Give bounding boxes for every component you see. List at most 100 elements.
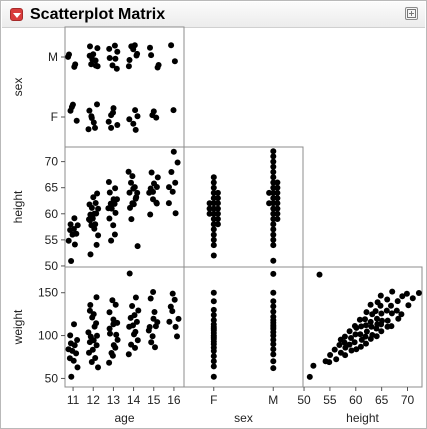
point-weight-vs-age (93, 320, 100, 327)
y-tick-label-height: 65 (45, 181, 59, 195)
point-height-vs-sex (274, 210, 281, 217)
point-weight-vs-age (95, 364, 101, 371)
point-height-vs-age (154, 174, 161, 181)
point-weight-vs-sex (270, 346, 277, 353)
point-weight-vs-height (362, 333, 369, 340)
point-weight-vs-age (152, 344, 158, 351)
point-weight-vs-sex (210, 298, 217, 305)
point-height-vs-age (112, 185, 119, 192)
point-height-vs-age (170, 148, 177, 155)
point-weight-vs-sex (210, 358, 217, 365)
point-weight-vs-height (403, 290, 410, 297)
y-tick-label-weight: 100 (38, 329, 58, 343)
point-sex-vs-age (108, 124, 115, 131)
point-height-vs-age (147, 185, 154, 192)
point-height-vs-sex (270, 169, 277, 175)
point-weight-vs-height (383, 307, 390, 314)
point-height-vs-sex (274, 179, 281, 186)
point-sex-vs-age (86, 107, 93, 114)
point-sex-vs-age (112, 55, 119, 62)
point-weight-vs-height (378, 310, 385, 317)
point-sex-vs-age (111, 42, 118, 49)
point-sex-vs-age (106, 55, 113, 61)
point-height-vs-age (106, 189, 113, 196)
point-height-vs-age (129, 200, 136, 207)
point-height-vs-age (134, 189, 141, 196)
point-sex-vs-age (92, 124, 98, 131)
x-tick-label-height: 50 (297, 393, 311, 407)
point-height-vs-sex (206, 200, 213, 207)
point-weight-vs-height (358, 323, 365, 330)
point-height-vs-sex (266, 189, 273, 196)
point-weight-vs-height (326, 359, 333, 366)
point-weight-vs-sex (270, 358, 277, 365)
collapse-box-icon[interactable] (405, 7, 418, 20)
point-weight-vs-age (147, 295, 154, 302)
point-weight-vs-age (134, 337, 141, 344)
point-sex-vs-age (134, 113, 141, 120)
point-weight-vs-age (106, 359, 113, 366)
point-height-vs-age (129, 173, 136, 180)
point-weight-vs-height (342, 344, 349, 351)
point-weight-vs-age (112, 301, 119, 308)
point-weight-vs-height (409, 295, 416, 302)
point-weight-vs-age (107, 330, 113, 337)
point-sex-vs-age (89, 56, 96, 63)
point-weight-vs-height (379, 317, 385, 324)
point-height-vs-age (132, 195, 139, 202)
point-height-vs-age (111, 231, 118, 238)
point-weight-vs-height (372, 308, 379, 315)
point-height-vs-sex (270, 179, 277, 186)
point-height-vs-sex (210, 231, 217, 238)
point-weight-vs-age (66, 355, 73, 362)
point-height-vs-age (126, 189, 133, 196)
point-height-vs-age (112, 209, 119, 216)
point-height-vs-sex (214, 200, 221, 207)
point-height-vs-sex (214, 221, 221, 228)
point-weight-vs-age (94, 332, 100, 339)
point-sex-vs-age (114, 122, 121, 128)
point-weight-vs-age (135, 307, 142, 314)
point-sex-vs-age (147, 44, 153, 51)
point-weight-vs-sex (270, 289, 277, 296)
point-height-vs-sex (266, 200, 273, 207)
point-weight-vs-height (389, 288, 396, 295)
point-weight-vs-sex (270, 270, 277, 277)
point-height-vs-sex (270, 205, 277, 212)
x-axis-label-height: height (346, 411, 379, 425)
point-height-vs-age (107, 200, 114, 207)
point-height-vs-age (147, 211, 154, 218)
y-tick-label-weight: 50 (45, 371, 59, 385)
point-weight-vs-age (110, 316, 117, 323)
x-tick-label-age: 14 (127, 393, 141, 407)
point-weight-vs-height (367, 318, 374, 325)
point-weight-vs-sex (210, 321, 217, 328)
point-height-vs-age (95, 232, 102, 239)
point-height-vs-age (93, 241, 100, 248)
x-tick-label-sex: F (210, 393, 217, 407)
x-tick-label-height: 65 (375, 393, 389, 407)
point-height-vs-sex (214, 216, 221, 222)
point-height-vs-sex (210, 226, 217, 233)
point-sex-vs-age (94, 45, 101, 52)
cell-frame-height-vs-age (64, 146, 185, 268)
red-triangle-menu-icon[interactable] (10, 8, 23, 21)
point-height-vs-age (128, 179, 134, 186)
point-height-vs-sex (210, 205, 217, 212)
point-weight-vs-height (353, 346, 360, 353)
point-weight-vs-height (405, 302, 412, 309)
y-tick-label-height: 50 (45, 259, 59, 273)
point-weight-vs-height (336, 342, 343, 348)
x-axis-label-sex: sex (234, 411, 253, 425)
point-weight-vs-height (306, 373, 313, 380)
point-weight-vs-sex (270, 365, 277, 372)
point-height-vs-sex (210, 210, 217, 217)
point-sex-vs-age (148, 52, 155, 59)
point-sex-vs-age (85, 126, 92, 133)
point-weight-vs-height (331, 346, 338, 353)
point-weight-vs-height (388, 310, 395, 317)
point-sex-vs-age (106, 45, 113, 52)
point-height-vs-sex (206, 210, 213, 217)
point-weight-vs-height (398, 311, 405, 318)
point-height-vs-sex (274, 205, 281, 212)
